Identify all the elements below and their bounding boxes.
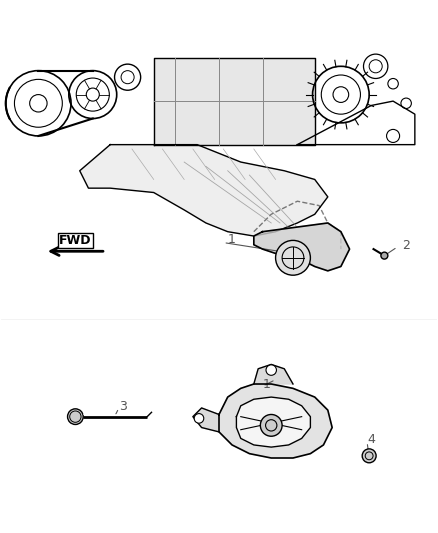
Circle shape xyxy=(266,365,276,375)
Circle shape xyxy=(276,240,311,275)
Circle shape xyxy=(381,252,388,259)
Polygon shape xyxy=(254,365,293,384)
Text: 1: 1 xyxy=(262,378,270,391)
Polygon shape xyxy=(254,223,350,271)
Polygon shape xyxy=(219,384,332,458)
Text: 4: 4 xyxy=(367,433,375,446)
Text: FWD: FWD xyxy=(59,234,92,247)
Polygon shape xyxy=(154,58,315,144)
Polygon shape xyxy=(80,144,328,236)
Circle shape xyxy=(67,409,83,424)
Text: 2: 2 xyxy=(402,239,410,252)
Circle shape xyxy=(260,415,282,436)
Circle shape xyxy=(362,449,376,463)
Circle shape xyxy=(194,414,204,423)
Text: 1: 1 xyxy=(228,232,236,246)
Polygon shape xyxy=(193,408,219,432)
Text: 3: 3 xyxy=(119,400,127,413)
Polygon shape xyxy=(237,397,311,447)
